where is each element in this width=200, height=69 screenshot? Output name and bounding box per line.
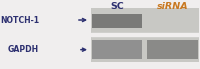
Bar [92,14,142,28]
Bar [92,40,142,59]
Text: GAPDH: GAPDH [8,45,39,54]
Text: NOTCH-1: NOTCH-1 [0,16,39,24]
Text: SC: SC [110,2,124,11]
Bar [147,14,198,28]
Bar [147,40,198,59]
Text: siRNA: siRNA [157,2,188,11]
Bar [91,8,199,62]
